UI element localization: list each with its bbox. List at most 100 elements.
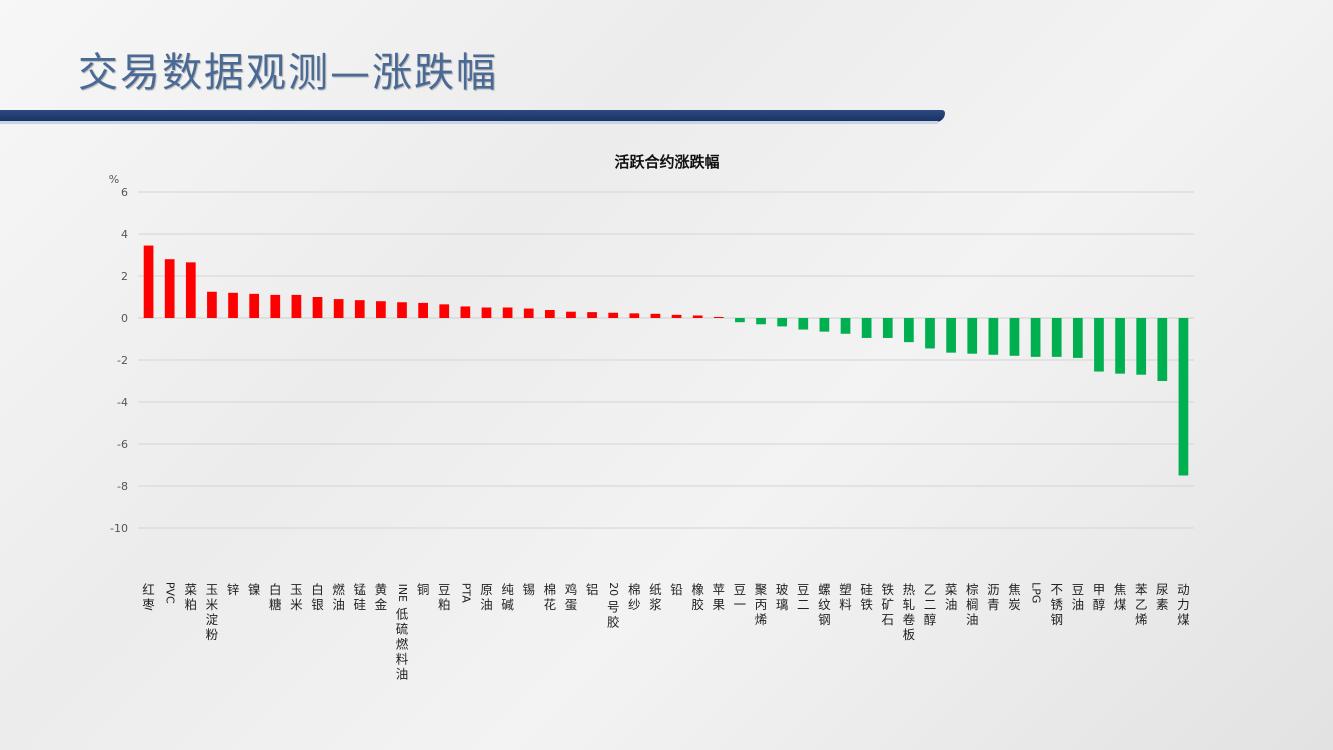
category-label: 塑料 xyxy=(839,582,852,612)
category-label: 白糖 xyxy=(269,582,282,612)
category-label-text: 醇 xyxy=(924,612,937,627)
chart-title: 活跃合约涨跌幅 xyxy=(614,153,719,171)
category-label-text: 一 xyxy=(734,597,747,612)
category-label-text: 米 xyxy=(290,597,303,612)
category-label-text: 铝 xyxy=(586,582,599,597)
y-axis-ticks: 6 4 2 0 -2 -4 -6 -8 -10 xyxy=(110,186,128,535)
category-label-text: 油 xyxy=(945,597,958,612)
bar-苹果 xyxy=(713,316,724,318)
bar-白银 xyxy=(312,297,323,318)
category-label-text: 玉 xyxy=(206,582,219,597)
category-label-text: 二 xyxy=(797,597,810,612)
category-label-text: 力 xyxy=(1177,597,1190,612)
bar-棉花 xyxy=(544,310,555,318)
category-label-text: 纱 xyxy=(628,597,641,612)
category-label-text: 镍 xyxy=(248,582,261,597)
bar-燃油 xyxy=(333,299,344,318)
category-label-text: 石 xyxy=(882,612,895,627)
category-label-text: 苹 xyxy=(713,582,726,597)
category-label-text: 豆 xyxy=(1072,582,1085,597)
category-label: 棕榈油 xyxy=(966,582,979,627)
category-label-text: 枣 xyxy=(142,597,155,612)
category-label: 螺纹钢 xyxy=(818,582,831,627)
category-label-text: 淀 xyxy=(206,612,219,627)
category-label: 豆一 xyxy=(734,582,747,612)
category-label-text: 乙 xyxy=(1135,597,1148,612)
category-label-text: 菜 xyxy=(185,582,198,597)
category-label-text: 20 xyxy=(607,582,620,596)
bar-锰硅 xyxy=(354,300,365,318)
bar-焦炭 xyxy=(1009,318,1020,356)
bar-豆油 xyxy=(1072,318,1083,358)
category-label-text: 棉 xyxy=(628,582,641,597)
category-label-text: 煤 xyxy=(1177,612,1190,627)
category-label-text: 豆 xyxy=(438,582,451,597)
category-label-text: 螺 xyxy=(818,582,831,597)
bar-热轧卷板 xyxy=(904,318,914,343)
bar-棉纱 xyxy=(629,313,640,318)
category-label: 燃油 xyxy=(332,582,345,612)
bars xyxy=(143,245,1189,476)
category-label-text: 铁 xyxy=(882,582,895,597)
category-label-text: 乙 xyxy=(924,582,937,597)
category-label: 菜油 xyxy=(945,582,958,612)
category-label: 苹果 xyxy=(713,582,726,612)
bar-菜油 xyxy=(946,318,956,353)
category-label-text: 动 xyxy=(1177,582,1190,597)
bar-橡胶 xyxy=(692,315,703,318)
category-label-text: 甲 xyxy=(1093,582,1106,597)
category-label-text: 玻 xyxy=(776,582,789,597)
x-axis-category-labels: 红枣PVC 菜粕玉米淀粉锌镍白糖玉米白银燃油锰硅黄金INE低硫燃料油铜 豆粕PTA 原… xyxy=(142,582,1190,682)
bar-PTA xyxy=(460,306,471,318)
category-label-text: 橡 xyxy=(691,582,704,597)
category-label: 不锈钢 xyxy=(1050,582,1063,627)
category-label-text: 锈 xyxy=(1050,597,1063,612)
category-label-text: 金 xyxy=(375,597,388,612)
bar-不锈钢 xyxy=(1051,318,1062,357)
category-label: 焦煤 xyxy=(1114,582,1127,612)
category-label-text: 硫 xyxy=(396,622,409,637)
category-label-text: 银 xyxy=(311,597,324,612)
bar-20号胶 xyxy=(608,312,619,318)
category-label-text: 二 xyxy=(924,597,937,612)
category-label-text: PVC xyxy=(164,582,177,604)
category-label-text: 卷 xyxy=(903,612,916,627)
bar-INE低硫燃料油 xyxy=(397,302,407,318)
bar-沥青 xyxy=(988,318,999,355)
category-label: 沥青 xyxy=(987,582,1000,612)
category-label-text: 浆 xyxy=(649,597,662,612)
category-label: 锰硅 xyxy=(354,582,367,612)
category-label-text: 丙 xyxy=(755,597,768,612)
category-label-text: 塑 xyxy=(839,582,852,597)
category-label-text: 玉 xyxy=(290,582,303,597)
bar-铁矿石 xyxy=(882,318,893,338)
bar-棕榈油 xyxy=(967,318,978,354)
category-label: 尿素 xyxy=(1156,582,1169,612)
bar-黄金 xyxy=(376,301,386,318)
category-label-text: 红 xyxy=(142,582,155,597)
bar-锡 xyxy=(523,308,534,318)
category-label: 甲醇 xyxy=(1093,582,1106,612)
category-label: 动力煤 xyxy=(1177,582,1190,627)
y-tick-label: 6 xyxy=(121,186,128,199)
bar-纯碱 xyxy=(502,307,513,318)
category-label-text: 榈 xyxy=(966,597,979,612)
bar-螺纹钢 xyxy=(819,318,830,332)
y-tick-label: -10 xyxy=(110,522,128,535)
bar-硅铁 xyxy=(861,318,872,338)
category-label-text: 硅 xyxy=(354,597,367,612)
category-label: 苯乙烯 xyxy=(1135,582,1148,627)
category-label-text: 棕 xyxy=(966,582,979,597)
category-label: 玉米 xyxy=(290,582,303,612)
category-label-text: 原 xyxy=(480,582,493,597)
gridlines xyxy=(138,191,1194,529)
category-label-text: 青 xyxy=(987,597,1000,612)
bar-铜 xyxy=(418,302,428,318)
y-tick-label: 4 xyxy=(121,228,128,241)
bar-甲醇 xyxy=(1094,318,1104,372)
category-label-text: 尿 xyxy=(1156,582,1169,597)
bar-聚丙烯 xyxy=(756,318,766,325)
